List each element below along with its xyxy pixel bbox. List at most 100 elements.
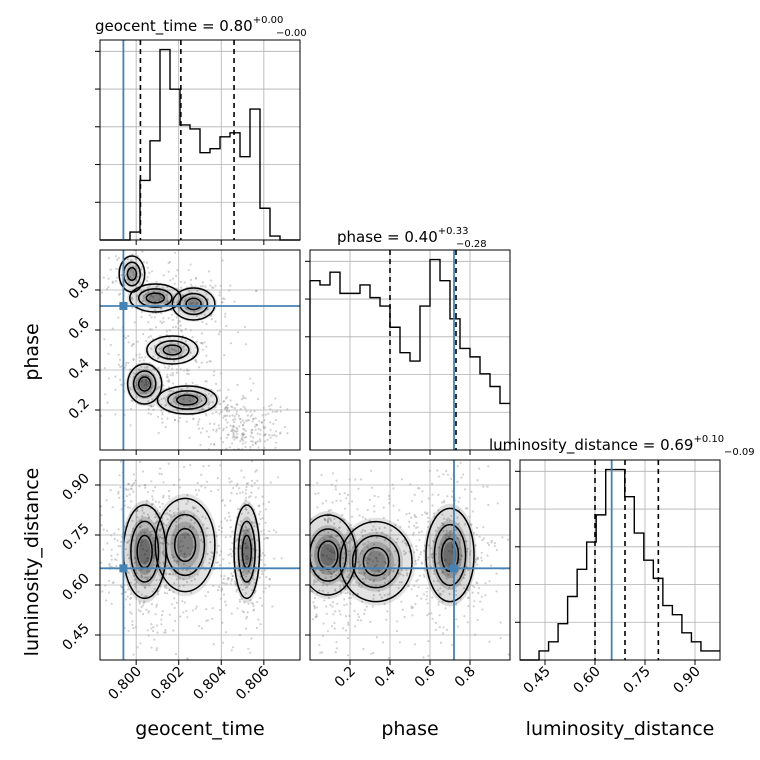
sample-point [372, 525, 375, 528]
sample-point [168, 365, 171, 368]
sample-point [378, 527, 381, 530]
title-minus: −0.00 [276, 28, 307, 39]
density-cell [138, 538, 151, 565]
sample-point [145, 339, 148, 342]
density-cell [117, 254, 146, 294]
sample-point [251, 420, 254, 423]
sample-point [359, 619, 362, 622]
sample-point [243, 433, 246, 436]
sample-point [380, 596, 383, 599]
sample-point [242, 573, 245, 577]
sample-point [263, 569, 266, 572]
sample-point [234, 418, 237, 421]
sample-point [366, 546, 369, 549]
sample-point [100, 505, 103, 508]
sample-point [415, 562, 418, 565]
sample-point [201, 342, 204, 345]
sample-point [178, 486, 182, 489]
sample-point [328, 549, 332, 553]
panel-frame [99, 39, 301, 241]
sample-point [437, 601, 440, 604]
sample-point [150, 533, 153, 536]
sample-point [229, 582, 232, 585]
sample-point [135, 384, 138, 387]
sample-point [117, 528, 120, 531]
sample-point [242, 432, 245, 435]
sample-point [474, 544, 477, 547]
sample-point [210, 318, 213, 321]
sample-point [341, 579, 344, 582]
sample-point [231, 646, 235, 649]
sample-point [155, 579, 158, 582]
sample-point [244, 397, 247, 400]
sample-point [231, 436, 234, 439]
scatter-points [310, 461, 510, 660]
sample-point [158, 528, 161, 531]
sample-point [136, 646, 139, 649]
sample-point [252, 604, 255, 608]
sample-point [219, 284, 222, 287]
x-tick-label: 0.2 [332, 664, 359, 691]
sample-point [226, 578, 229, 581]
sample-point [208, 558, 212, 561]
sample-point [110, 554, 113, 558]
sample-point [208, 422, 212, 425]
ylabel-phase: phase [21, 323, 43, 380]
sample-point [143, 576, 146, 579]
sample-point [142, 333, 145, 336]
sample-point [176, 301, 179, 304]
sample-point [244, 429, 247, 432]
sample-point [201, 341, 204, 344]
sample-point [459, 583, 462, 586]
sample-point [139, 642, 142, 645]
sample-point [334, 651, 337, 654]
sample-point [171, 277, 174, 280]
sample-point [430, 555, 433, 558]
sample-point [232, 418, 235, 421]
sample-point [249, 435, 252, 438]
sample-point [183, 553, 186, 556]
sample-point [196, 392, 199, 396]
sample-point [185, 307, 188, 310]
sample-point [171, 326, 175, 329]
sample-point [127, 571, 130, 574]
contour-line [362, 546, 390, 577]
sample-point [221, 441, 224, 444]
sample-point [422, 656, 425, 659]
sample-point [222, 593, 226, 596]
contour-line [185, 297, 202, 311]
sample-point [258, 438, 261, 441]
truth-marker [119, 302, 128, 310]
sample-point [339, 499, 342, 502]
sample-point [377, 495, 380, 498]
sample-point [457, 625, 460, 628]
sample-point [361, 549, 364, 552]
sample-point [181, 600, 184, 603]
sample-point [431, 553, 434, 556]
sample-point [201, 407, 204, 410]
sample-point [320, 473, 323, 477]
sample-point [264, 440, 267, 443]
sample-point [420, 561, 423, 564]
sample-point [428, 544, 431, 547]
sample-point [220, 301, 223, 304]
sample-point [165, 572, 168, 575]
sample-point [151, 270, 154, 273]
sample-point [197, 489, 201, 492]
sample-point [151, 590, 154, 593]
sample-point [230, 649, 233, 652]
truth-marker [119, 564, 128, 573]
sample-point [158, 472, 161, 475]
sample-point [445, 518, 449, 521]
sample-point [442, 473, 445, 476]
contour-line [171, 287, 216, 321]
sample-point [425, 594, 429, 598]
sample-point [257, 487, 260, 490]
sample-point [142, 547, 145, 551]
sample-point [201, 427, 204, 430]
sample-point [134, 583, 137, 586]
sample-point [251, 428, 254, 431]
sample-point [205, 361, 209, 364]
sample-point [161, 321, 164, 325]
sample-point [403, 615, 406, 619]
